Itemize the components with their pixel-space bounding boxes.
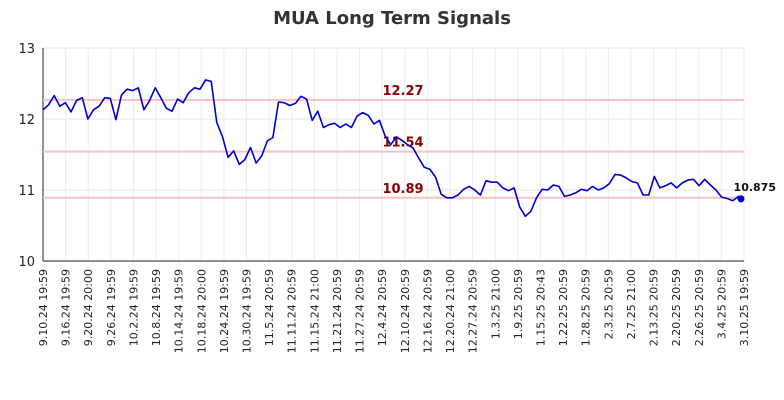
x-tick-label: 11.11.24 20:59 xyxy=(286,269,299,353)
x-tick-label: 2.7.25 21:00 xyxy=(625,269,638,339)
x-tick-label: 1.28.25 20:59 xyxy=(580,269,593,346)
x-tick-label: 9.26.24 19:59 xyxy=(105,269,118,346)
x-tick-label: 2.20.25 20:59 xyxy=(670,269,683,346)
last-point-marker xyxy=(737,195,745,203)
series-line xyxy=(42,79,745,218)
x-tick-label: 9.10.24 19:59 xyxy=(37,269,50,346)
x-tick-label: 12.20.24 21:00 xyxy=(444,269,457,353)
y-tick-label: 11 xyxy=(18,184,35,199)
last-point-label: 10.875 xyxy=(734,181,776,194)
x-tick-label: 1.15.25 20:43 xyxy=(534,269,547,346)
x-tick-label: 9.16.24 19:59 xyxy=(60,269,73,346)
x-tick-label: 10.2.24 19:59 xyxy=(127,269,140,346)
y-tick-label: 12 xyxy=(18,113,35,128)
x-tick-label: 3.4.25 20:59 xyxy=(715,269,728,339)
y-tick-label: 13 xyxy=(18,42,35,57)
x-tick-label: 10.18.24 20:00 xyxy=(195,269,208,353)
x-tick-label: 2.26.25 20:59 xyxy=(693,269,706,346)
chart-title: MUA Long Term Signals xyxy=(273,8,511,29)
reference-line-label: 11.54 xyxy=(382,136,423,151)
reference-line-label: 10.89 xyxy=(382,182,423,197)
x-tick-label: 11.27.24 20:59 xyxy=(354,269,367,353)
x-tick-label: 11.15.24 21:00 xyxy=(308,269,321,353)
x-tick-label: 10.24.24 19:59 xyxy=(218,269,231,353)
x-tick-label: 12.4.24 20:59 xyxy=(376,269,389,346)
x-tick-label: 2.13.25 20:59 xyxy=(648,269,661,346)
x-tick-label: 1.3.25 21:00 xyxy=(489,269,502,339)
x-tick-label: 10.30.24 19:59 xyxy=(241,269,254,353)
reference-line-label: 12.27 xyxy=(382,84,423,99)
x-tick-label: 12.10.24 20:59 xyxy=(399,269,412,353)
x-tick-label: 12.27.24 20:59 xyxy=(467,269,480,353)
x-tick-label: 11.21.24 20:59 xyxy=(331,269,344,353)
x-tick-label: 1.9.25 20:59 xyxy=(512,269,525,339)
x-tick-label: 2.3.25 20:59 xyxy=(602,269,615,339)
x-tick-label: 9.20.24 20:00 xyxy=(82,269,95,346)
x-tick-label: 10.8.24 19:59 xyxy=(150,269,163,346)
x-tick-label: 10.14.24 19:59 xyxy=(173,269,186,353)
x-tick-label: 3.10.25 19:59 xyxy=(738,269,751,346)
x-tick-label: 12.16.24 20:59 xyxy=(421,269,434,353)
x-tick-label: 1.22.25 20:59 xyxy=(557,269,570,346)
y-tick-label: 10 xyxy=(18,255,35,270)
x-tick-label: 11.5.24 20:59 xyxy=(263,269,276,346)
